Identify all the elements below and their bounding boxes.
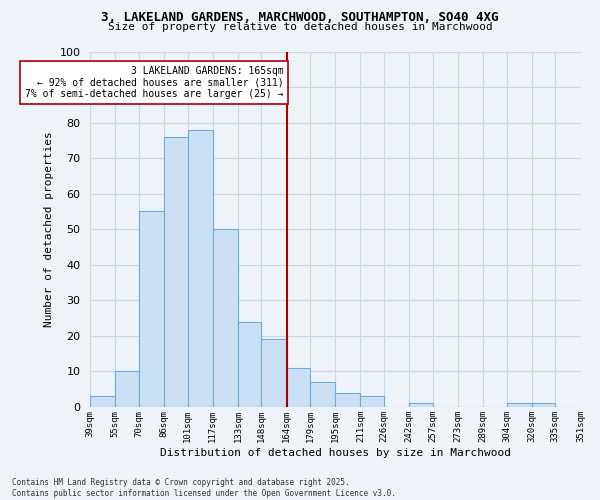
Bar: [164, 137, 188, 407]
Text: 3 LAKELAND GARDENS: 165sqm
← 92% of detached houses are smaller (311)
7% of semi: 3 LAKELAND GARDENS: 165sqm ← 92% of deta…: [25, 66, 283, 99]
Bar: [262, 340, 287, 407]
Bar: [90, 396, 115, 407]
Bar: [532, 404, 556, 407]
Bar: [335, 392, 361, 407]
Bar: [188, 130, 213, 407]
Bar: [287, 368, 310, 407]
Bar: [506, 404, 532, 407]
Text: Size of property relative to detached houses in Marchwood: Size of property relative to detached ho…: [107, 22, 493, 32]
Bar: [213, 229, 238, 407]
X-axis label: Distribution of detached houses by size in Marchwood: Distribution of detached houses by size …: [160, 448, 511, 458]
Text: 3, LAKELAND GARDENS, MARCHWOOD, SOUTHAMPTON, SO40 4XG: 3, LAKELAND GARDENS, MARCHWOOD, SOUTHAMP…: [101, 11, 499, 24]
Bar: [409, 404, 433, 407]
Text: Contains HM Land Registry data © Crown copyright and database right 2025.
Contai: Contains HM Land Registry data © Crown c…: [12, 478, 396, 498]
Bar: [361, 396, 384, 407]
Y-axis label: Number of detached properties: Number of detached properties: [44, 132, 54, 327]
Bar: [310, 382, 335, 407]
Bar: [139, 212, 164, 407]
Bar: [238, 322, 262, 407]
Bar: [115, 372, 139, 407]
